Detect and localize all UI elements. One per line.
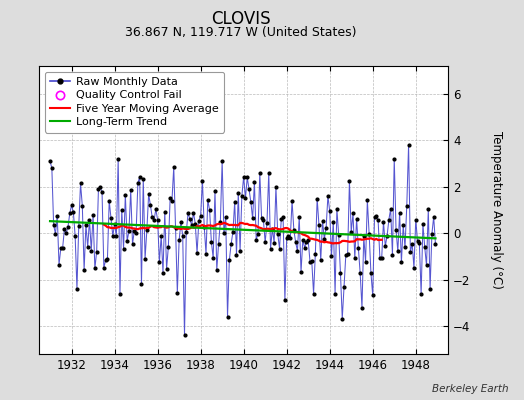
Y-axis label: Temperature Anomaly (°C): Temperature Anomaly (°C) <box>490 131 503 289</box>
Text: Berkeley Earth: Berkeley Earth <box>432 384 508 394</box>
Legend: Raw Monthly Data, Quality Control Fail, Five Year Moving Average, Long-Term Tren: Raw Monthly Data, Quality Control Fail, … <box>45 72 224 133</box>
Text: CLOVIS: CLOVIS <box>211 10 271 28</box>
Text: 36.867 N, 119.717 W (United States): 36.867 N, 119.717 W (United States) <box>125 26 357 39</box>
